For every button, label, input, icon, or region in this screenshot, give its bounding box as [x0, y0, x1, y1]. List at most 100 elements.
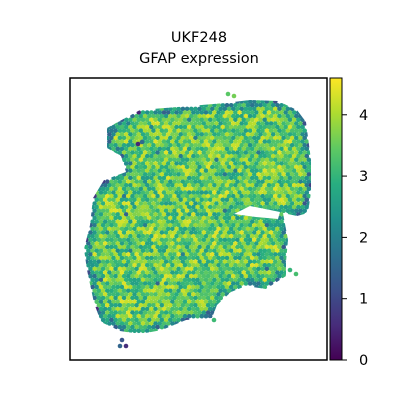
- tissue-spot: [241, 263, 247, 268]
- tissue-spot: [140, 117, 146, 123]
- tissue-spot: [151, 193, 156, 199]
- tissue-spot: [224, 124, 230, 130]
- tissue-spot: [130, 164, 135, 170]
- tissue-spot: [237, 139, 242, 144]
- tissue-spot: [184, 244, 190, 250]
- tissue-spot: [159, 215, 165, 221]
- tissue-spot: [155, 266, 160, 272]
- tissue-spot: [174, 175, 179, 181]
- tissue-spot: [262, 284, 268, 290]
- tissue-spot: [172, 121, 177, 126]
- tissue-spot: [134, 128, 139, 133]
- tissue-spot: [111, 299, 116, 305]
- tissue-spot: [220, 103, 226, 108]
- tissue-spot: [119, 292, 125, 297]
- tissue-spot: [193, 230, 198, 235]
- tissue-spot: [176, 172, 181, 177]
- tissue-spot: [128, 168, 133, 173]
- tissue-spot: [123, 132, 129, 137]
- tissue-spot: [115, 139, 121, 144]
- tissue-spot: [216, 292, 221, 297]
- tissue-spot: [142, 281, 148, 286]
- tissue-spot: [247, 230, 253, 235]
- tissue-spot: [256, 193, 261, 199]
- tissue-spot: [149, 212, 154, 217]
- tissue-spot: [203, 270, 209, 275]
- tissue-spot: [157, 226, 163, 232]
- tissue-spot: [111, 263, 116, 268]
- tissue-spot: [283, 161, 289, 166]
- tissue-spot: [109, 215, 114, 221]
- tissue-spot: [174, 226, 179, 232]
- tissue-spot: [233, 233, 238, 239]
- tissue-spot: [266, 204, 272, 210]
- tissue-spot: [273, 201, 278, 206]
- tissue-spot: [218, 252, 223, 257]
- tissue-spot: [195, 219, 200, 224]
- tissue-spot: [178, 270, 184, 275]
- tissue-spot: [149, 263, 154, 268]
- tissue-spot: [279, 103, 284, 108]
- tissue-spot: [216, 183, 221, 188]
- tissue-spot: [153, 306, 158, 312]
- tissue-spot: [105, 303, 110, 308]
- tissue-spot: [224, 117, 230, 123]
- tissue-spot: [205, 259, 211, 265]
- tissue-spot: [186, 263, 192, 268]
- tissue-spot: [214, 295, 219, 301]
- tissue-spot: [138, 113, 144, 119]
- tissue-spot: [300, 183, 305, 188]
- tissue-spot: [270, 197, 276, 203]
- tissue-spot: [182, 204, 188, 210]
- tissue-spot: [224, 233, 230, 239]
- tissue-spot: [149, 306, 154, 312]
- tissue-spot: [98, 306, 104, 312]
- tissue-spot: [191, 124, 196, 130]
- tissue-spot: [195, 233, 200, 239]
- tissue-spot: [184, 310, 190, 315]
- tissue-spot: [252, 172, 257, 177]
- tissue-spot: [149, 248, 154, 254]
- tissue-spot: [111, 124, 116, 130]
- tissue-spot: [100, 186, 106, 192]
- tissue-spot: [94, 241, 100, 246]
- tissue-spot: [218, 281, 223, 286]
- tissue-spot: [182, 212, 188, 217]
- tissue-spot: [254, 132, 259, 137]
- tissue-spot: [172, 310, 177, 315]
- tissue-spot: [149, 204, 154, 210]
- tissue-spot: [155, 324, 160, 330]
- tissue-spot: [245, 248, 251, 254]
- tissue-spot: [191, 226, 196, 232]
- tissue-spot: [197, 106, 202, 112]
- tissue-spot: [155, 288, 160, 294]
- tissue-spot: [212, 153, 217, 159]
- tissue-spot: [228, 270, 234, 275]
- tissue-spot: [279, 168, 284, 173]
- tissue-spot: [256, 223, 261, 228]
- tissue-spot: [113, 128, 118, 133]
- tissue-spot: [111, 183, 116, 188]
- tissue-spot: [189, 113, 194, 119]
- tissue-spot: [189, 201, 194, 206]
- stray-spots: [117, 91, 299, 349]
- tissue-spot: [231, 164, 236, 170]
- tissue-spot: [207, 124, 213, 130]
- tissue-spot: [144, 263, 150, 268]
- tissue-spot: [153, 277, 158, 283]
- tissue-spot: [170, 299, 175, 305]
- tissue-spot: [149, 226, 154, 232]
- tissue-spot: [176, 164, 181, 170]
- tissue-spot: [275, 248, 280, 254]
- tissue-spot: [136, 110, 142, 115]
- tissue-spot: [163, 244, 169, 250]
- tissue-spot: [189, 230, 194, 235]
- tissue-spot: [174, 306, 179, 312]
- tissue-spot: [115, 284, 121, 290]
- tissue-spot: [132, 168, 137, 173]
- tissue-spot: [128, 197, 133, 203]
- tissue-spot: [291, 168, 297, 173]
- tissue-spot: [144, 124, 150, 130]
- tissue-spot: [119, 255, 125, 261]
- tissue-spot: [222, 135, 228, 141]
